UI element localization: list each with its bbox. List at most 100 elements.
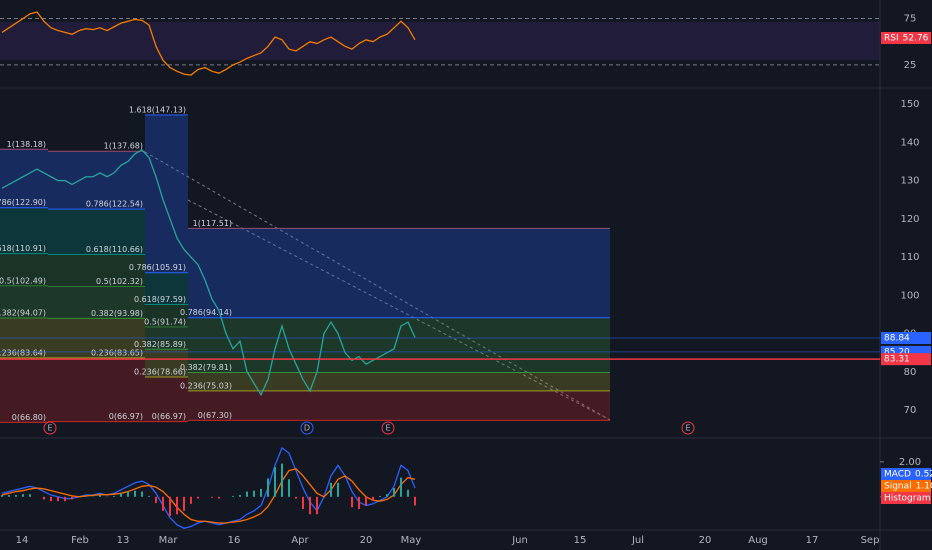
x-tick-label: 20 [699,535,712,546]
event-label: E [47,424,52,433]
histogram-bar [281,463,283,497]
histogram-bar [365,496,367,506]
badge-text: 1.10 [916,482,932,492]
event-marker [300,421,314,435]
histogram-bar [85,495,87,497]
fib-label: 0(67.30) [198,411,232,420]
histogram-bar [148,495,150,497]
histogram-bar [57,496,59,502]
y-tick-label: 75 [904,14,917,25]
histogram-bar [288,479,290,497]
event-label: E [685,424,690,433]
fib-label: 0.618(110.66) [86,245,143,254]
histogram-bar [190,496,192,504]
fib-label: 0.786(122.54) [86,200,143,209]
fib-label: 0.236(78.66) [134,367,186,376]
fib-zone [48,286,145,319]
x-tick-label: 17 [806,535,819,546]
fib-zone [0,357,48,423]
rsi-line [1,11,416,76]
histogram-bar [267,478,269,497]
histogram-bar [239,495,241,497]
y-tick-label: 25 [904,60,917,71]
x-tick-label: 15 [574,535,587,546]
badge-text: 0.52 [915,470,932,480]
histogram-bar [43,496,45,500]
x-tick-label: 14 [16,535,29,546]
fib-label: 0.5(102.32) [96,277,143,286]
x-tick-label: May [401,535,422,546]
histogram-bar [29,494,31,497]
fib-label: 1(138.18) [7,140,46,149]
fib-zone [0,207,48,254]
fib-label: 1(137.68) [104,142,143,151]
badge-text: RSI [884,34,899,44]
histogram-bar [218,496,220,499]
y-tick-label: 120 [900,214,919,225]
histogram-bar [302,496,304,510]
histogram-bar [8,495,10,497]
fib-zone [48,357,145,422]
fib-label: 0.786(105.91) [129,263,186,272]
histogram-bar [176,496,178,515]
histogram-bar [358,496,360,510]
histogram-bar [330,482,332,497]
histogram-bar [113,495,115,497]
histogram-bar [1,495,3,497]
y-tick-label: 70 [904,405,917,416]
histogram-bar [197,496,199,499]
histogram-bar [232,495,234,497]
fib-label: 0.382(93.98) [91,309,143,318]
fib-zone [145,272,188,305]
histogram-bar [400,477,402,497]
fib-label: 0.236(75.03) [180,381,232,390]
badge [881,332,931,345]
trend-line [187,199,611,421]
fib-label: 0(66.97) [152,412,186,421]
badge-text: Signal [884,482,912,492]
histogram-bar [15,495,17,497]
fib-zone [48,254,145,287]
badge [881,32,931,44]
fib-zone [145,115,188,273]
histogram-bar [379,495,381,497]
fib-label: 0.5(91.74) [144,317,186,326]
histogram-bar [337,482,339,497]
histogram-bar [155,496,157,503]
fib-label: 0.5(102.49) [0,276,46,285]
histogram-bar [253,490,255,497]
fib-zone [145,376,188,422]
histogram-bar [316,496,318,515]
histogram-bar [309,496,311,515]
x-tick-label: 13 [117,535,130,546]
x-tick-label: Aug [748,535,768,546]
rsi-band [0,22,880,60]
event-marker [381,421,395,435]
badge [881,468,931,480]
x-tick-label: Mar [159,535,179,546]
event-label: E [385,424,390,433]
histogram-bar [211,496,213,498]
histogram-bar [50,496,52,502]
histogram-bar [295,496,297,499]
x-tick-label: Apr [291,535,309,546]
histogram-bar [260,488,262,497]
histogram-bar [386,494,388,497]
fib-label: 0.786(94.14) [180,308,232,317]
fib-label: 0.236(83.65) [91,348,143,357]
fib-zone [0,285,48,319]
badge-text: 52.76 [903,34,929,44]
histogram-bar [414,496,416,506]
fib-zone [188,390,610,421]
fib-label: 0.618(97.59) [134,295,186,304]
fib-label: 1(117.51) [193,219,232,228]
fib-label: 1.618(147.13) [129,106,186,115]
badge [881,480,931,492]
histogram-bar [169,496,171,517]
y-tick-label: 2.00 [899,457,921,468]
fib-zone [0,253,48,286]
macd-line [1,468,416,524]
